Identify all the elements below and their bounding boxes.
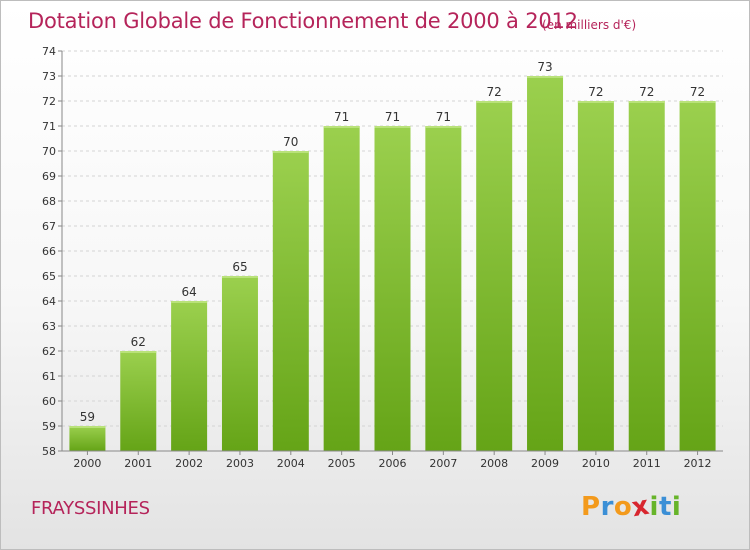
y-tick-label: 63 xyxy=(42,320,56,333)
bar-highlight xyxy=(221,276,258,278)
y-tick-label: 70 xyxy=(42,145,56,158)
bar-highlight xyxy=(323,126,360,128)
y-tick-label: 67 xyxy=(42,220,56,233)
y-tick-label: 74 xyxy=(42,45,56,58)
labels: 58 59 60 61 62 63 64 65 66 67 68 69 70 71 72 73 74 59 2000… xyxy=(42,45,712,470)
logo-letter: t xyxy=(658,492,672,522)
x-tick-label-2000: 2000 xyxy=(73,457,101,470)
y-tick-label: 69 xyxy=(42,170,56,183)
data-label-2008: 72 xyxy=(487,85,502,99)
bar-highlight xyxy=(679,101,716,103)
x-tick-label-2007: 2007 xyxy=(429,457,457,470)
bar-highlight xyxy=(374,126,411,128)
x-tick-label-2001: 2001 xyxy=(124,457,152,470)
bar-2012 xyxy=(679,101,716,451)
data-label-2003: 65 xyxy=(232,260,247,274)
x-tick-label-2006: 2006 xyxy=(379,457,407,470)
data-label-2004: 70 xyxy=(283,135,298,149)
x-tick-label-2002: 2002 xyxy=(175,457,203,470)
y-tick-label: 65 xyxy=(42,270,56,283)
y-tick-label: 64 xyxy=(42,295,56,308)
chart-title: Dotation Globale de Fonctionnement de 20… xyxy=(28,9,578,33)
y-tick-label: 59 xyxy=(42,420,56,433)
bar-2011 xyxy=(628,101,665,451)
y-tick-label: 71 xyxy=(42,120,56,133)
bar-2001 xyxy=(120,351,157,451)
x-tick-label-2011: 2011 xyxy=(633,457,661,470)
x-tick-label-2010: 2010 xyxy=(582,457,610,470)
data-label-2002: 64 xyxy=(181,285,196,299)
bar-highlight xyxy=(577,101,614,103)
y-tick-label: 62 xyxy=(42,345,56,358)
logo-letter: r xyxy=(600,492,614,522)
data-label-2010: 72 xyxy=(588,85,603,99)
y-tick-label: 61 xyxy=(42,370,56,383)
bar-highlight xyxy=(171,301,208,303)
bar-2008 xyxy=(476,101,513,451)
y-tick-label: 58 xyxy=(42,445,56,458)
y-tick-label: 73 xyxy=(42,70,56,83)
chart-subtitle: (en milliers d'€) xyxy=(542,18,637,32)
x-tick-label-2005: 2005 xyxy=(328,457,356,470)
bar-highlight xyxy=(628,101,665,103)
bar-highlight xyxy=(476,101,513,103)
data-label-2011: 72 xyxy=(639,85,654,99)
bar-2003 xyxy=(221,276,258,451)
data-label-2001: 62 xyxy=(131,335,146,349)
y-tick-label: 60 xyxy=(42,395,56,408)
bar-2005 xyxy=(323,126,360,451)
y-tick-label: 72 xyxy=(42,95,56,108)
commune-name: FRAYSSINHES xyxy=(31,498,150,519)
bar-highlight xyxy=(69,426,106,428)
bar-highlight xyxy=(272,151,309,153)
x-tick-label-2004: 2004 xyxy=(277,457,305,470)
x-tick-label-2003: 2003 xyxy=(226,457,254,470)
bars xyxy=(69,76,716,451)
proxiti-logo: Proxiti xyxy=(581,491,682,524)
data-label-2006: 71 xyxy=(385,110,400,124)
bar-2006 xyxy=(374,126,411,451)
data-label-2012: 72 xyxy=(690,85,705,99)
axes xyxy=(58,50,723,455)
x-tick-label-2012: 2012 xyxy=(684,457,712,470)
bar-highlight xyxy=(425,126,462,128)
logo-letter: i xyxy=(671,492,682,522)
logo-letter: P xyxy=(581,492,601,522)
data-label-2005: 71 xyxy=(334,110,349,124)
bar-highlight xyxy=(120,351,157,353)
bar-2009 xyxy=(527,76,564,451)
data-label-2000: 59 xyxy=(80,410,95,424)
bar-highlight xyxy=(527,76,564,78)
bar-2004 xyxy=(272,151,309,451)
bar-2010 xyxy=(577,101,614,451)
x-tick-label-2009: 2009 xyxy=(531,457,559,470)
bar-2007 xyxy=(425,126,462,451)
data-label-2007: 71 xyxy=(436,110,451,124)
y-tick-label: 68 xyxy=(42,195,56,208)
x-tick-label-2008: 2008 xyxy=(480,457,508,470)
data-label-2009: 73 xyxy=(537,60,552,74)
bar-2002 xyxy=(171,301,208,451)
logo-letter: o xyxy=(613,492,633,522)
logo-letter: i xyxy=(649,492,659,522)
bar-2000 xyxy=(69,426,106,451)
y-tick-label: 66 xyxy=(42,245,56,258)
